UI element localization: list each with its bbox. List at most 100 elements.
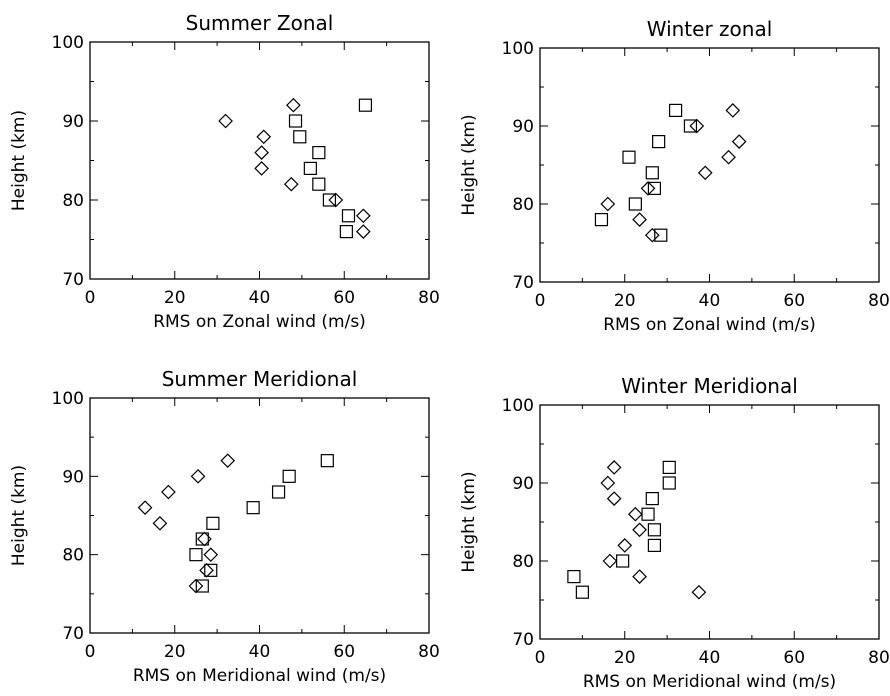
data-point-square: [341, 209, 356, 223]
data-point-diamond: [286, 97, 301, 113]
chart-panel-1: 0 20 40 60 80 70 80 90 100 Summer Zonal RMS on Zon…: [9, 11, 440, 332]
y-tick-label: 70: [512, 273, 534, 293]
chart-panel-2: 0 20 40 60 80 70 80 90 100 Winter zonal RMS on Zon…: [459, 17, 890, 335]
data-point-square: [282, 469, 296, 483]
data-point-square: [358, 98, 373, 112]
chart-panel-3: 0 20 40 60 80 70 80 90 100 Summer Meridional RMS o…: [9, 367, 440, 686]
data-point-square: [288, 114, 303, 128]
data-point-diamond: [602, 553, 618, 569]
data-point-diamond: [355, 208, 371, 224]
data-point-diamond: [152, 515, 168, 531]
data-point-square: [654, 228, 668, 242]
x-tick-label: 0: [85, 288, 96, 308]
x-axis-label: RMS on Meridional wind (m/s): [583, 672, 836, 692]
data-point-square: [271, 485, 286, 499]
y-tick-label: 70: [512, 630, 534, 650]
data-point-diamond: [606, 460, 622, 475]
data-point-diamond: [199, 562, 214, 578]
data-point-square: [567, 569, 581, 584]
y-tick-label: 100: [502, 39, 534, 59]
data-point-diamond: [355, 224, 371, 239]
chart-title: Summer Zonal: [186, 11, 334, 35]
data-point-diamond: [725, 103, 741, 118]
data-point-diamond: [203, 547, 219, 563]
plot-frame: [539, 404, 880, 640]
data-point-square: [320, 454, 334, 468]
x-tick-label: 0: [85, 642, 96, 662]
data-point-square: [246, 501, 260, 515]
x-tick-label: 60: [783, 291, 805, 311]
data-point-diamond: [188, 578, 204, 594]
x-tick-label: 80: [418, 642, 440, 662]
y-tick-label: 90: [512, 117, 534, 137]
x-tick-label: 40: [699, 648, 721, 668]
data-point-square: [662, 476, 676, 490]
data-point-square: [668, 103, 683, 118]
data-point-diamond: [283, 176, 299, 192]
plot-frame: [539, 47, 880, 283]
data-point-square: [662, 460, 676, 474]
data-point-square: [641, 507, 655, 521]
data-point-diamond: [644, 227, 660, 243]
y-tick-label: 80: [62, 546, 84, 566]
data-point-diamond: [600, 196, 616, 212]
data-point-diamond: [600, 475, 616, 491]
data-point-square: [647, 181, 662, 195]
x-tick-label: 20: [164, 642, 186, 662]
data-point-square: [594, 213, 609, 227]
data-point-diamond: [632, 569, 647, 584]
x-tick-label: 60: [333, 642, 355, 662]
x-tick-label: 0: [535, 648, 546, 668]
data-point-diamond: [220, 453, 236, 469]
plot-frame: [89, 41, 430, 280]
data-point-diamond: [256, 129, 272, 145]
y-tick-label: 90: [512, 474, 534, 494]
y-tick-label: 80: [512, 195, 534, 215]
x-axis-label: RMS on Zonal wind (m/s): [603, 315, 816, 335]
y-tick-label: 100: [52, 389, 84, 409]
data-point-diamond: [606, 491, 622, 506]
y-axis-label: Height (km): [9, 110, 29, 211]
data-point-diamond: [190, 468, 206, 484]
data-point-square: [195, 579, 209, 593]
data-point-diamond: [697, 165, 713, 181]
y-axis-label: Height (km): [459, 471, 479, 572]
data-point-square: [628, 197, 642, 211]
data-point-diamond: [632, 212, 647, 227]
data-point-square: [195, 532, 209, 546]
data-point-square: [645, 492, 659, 506]
data-point-diamond: [689, 118, 705, 134]
data-point-square: [575, 585, 589, 599]
data-point-square: [645, 166, 659, 180]
y-tick-label: 70: [62, 624, 84, 644]
data-point-diamond: [218, 113, 233, 129]
data-point-diamond: [197, 531, 212, 547]
data-point-square: [312, 177, 326, 191]
x-tick-label: 20: [164, 288, 186, 308]
data-point-diamond: [254, 161, 269, 176]
y-axis-label: Height (km): [9, 465, 29, 566]
x-tick-label: 20: [614, 648, 636, 668]
x-tick-label: 40: [699, 291, 721, 311]
data-point-square: [647, 523, 662, 537]
x-axis-label: RMS on Meridional wind (m/s): [133, 666, 386, 686]
data-point-diamond: [731, 134, 747, 149]
x-tick-label: 60: [783, 648, 805, 668]
x-axis-label: RMS on Zonal wind (m/s): [153, 312, 366, 332]
data-point-square: [652, 135, 666, 149]
y-axis-label: Height (km): [459, 114, 479, 215]
chart-title: Winter zonal: [647, 17, 773, 41]
data-point-diamond: [691, 584, 707, 600]
y-tick-label: 80: [512, 552, 534, 572]
y-tick-label: 70: [62, 270, 84, 290]
data-point-square: [206, 516, 220, 530]
x-tick-label: 40: [249, 642, 271, 662]
x-tick-label: 60: [333, 288, 355, 308]
data-point-square: [622, 150, 636, 164]
data-point-diamond: [137, 500, 153, 516]
data-point-diamond: [161, 484, 176, 500]
data-point-square: [303, 161, 317, 175]
data-point-square: [189, 548, 203, 562]
data-point-diamond: [627, 506, 643, 522]
